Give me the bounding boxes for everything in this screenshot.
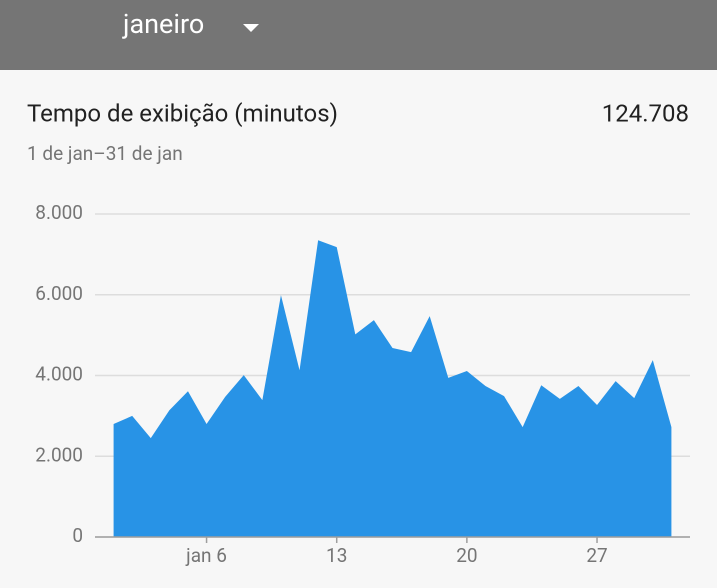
month-selector[interactable]: janeiro [122, 8, 204, 40]
y-tick-label: 2.000 [35, 443, 83, 466]
card-subtitle: 1 de jan–31 de jan [27, 142, 183, 165]
dropdown-arrow[interactable] [243, 24, 259, 32]
y-tick-label: 8.000 [35, 201, 83, 224]
x-tick-label: 27 [586, 544, 607, 567]
x-tick-label: 13 [326, 544, 347, 567]
header-bar [0, 0, 717, 70]
card-title: Tempo de exibição (minutos) [27, 99, 338, 127]
x-tick-label: 20 [456, 544, 477, 567]
y-tick-label: 0 [72, 524, 83, 547]
y-tick-label: 6.000 [35, 282, 83, 305]
x-tick-label: jan 6 [185, 544, 227, 567]
plot: 0 2.000 4.000 6.000 8.000 jan 6 13 20 27 [35, 201, 690, 567]
area [113, 240, 672, 537]
card-total: 124.708 [602, 99, 689, 127]
y-tick-label: 4.000 [35, 363, 83, 386]
